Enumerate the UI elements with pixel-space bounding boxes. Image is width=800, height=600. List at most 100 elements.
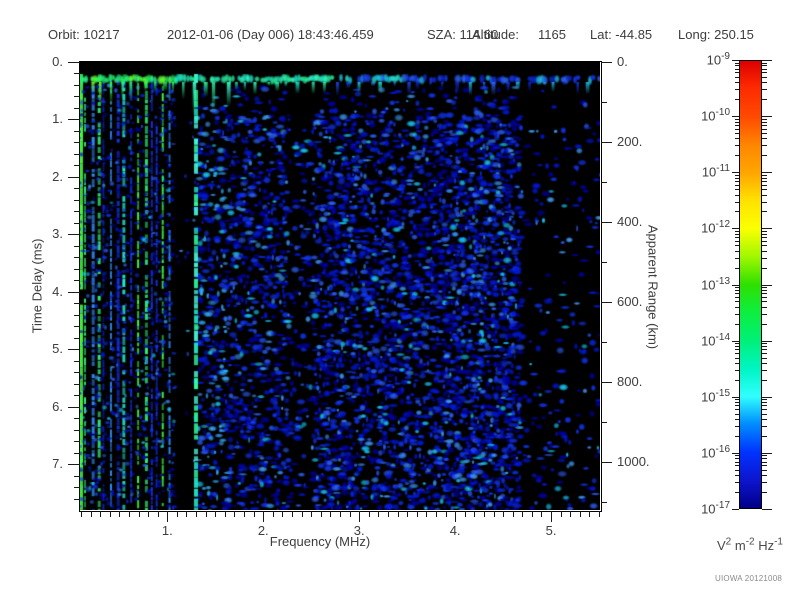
cbar-minor-tick-right (762, 201, 767, 203)
x-minor-tick (445, 511, 447, 517)
cbar-minor-tick-right (762, 68, 767, 70)
cbar-minor-tick-right (762, 121, 767, 123)
x-minor-tick (503, 511, 505, 517)
y-left-major-tick (68, 464, 80, 466)
header-sza: SZA: 114.60 (427, 27, 499, 42)
x-minor-tick (244, 511, 246, 517)
x-minor-tick (205, 511, 207, 517)
cbar-major-tick-left (732, 172, 739, 174)
x-minor-tick (378, 511, 380, 517)
y-left-major-tick (68, 406, 80, 408)
cbar-minor-tick-right (762, 230, 767, 232)
cbar-minor-tick-right (762, 82, 767, 84)
cbar-major-tick-right (762, 284, 772, 286)
cbar-minor-tick-right (762, 180, 767, 182)
x-minor-tick (80, 511, 82, 517)
tick-label: 5. (52, 341, 63, 357)
x-minor-tick (512, 511, 514, 517)
x-minor-tick (196, 511, 198, 517)
cbar-minor-tick-right (762, 237, 767, 239)
cbar-minor-tick-right (762, 323, 767, 325)
tick-label: 400. (617, 213, 643, 229)
cbar-minor-tick-right (762, 419, 767, 421)
x-minor-tick (493, 511, 495, 517)
y-left-major-tick (68, 119, 80, 121)
x-minor-tick (416, 511, 418, 517)
x-minor-tick (349, 511, 351, 517)
y-right-major-tick (601, 382, 612, 383)
cbar-minor-tick-right (762, 482, 767, 484)
cbar-minor-tick-right (762, 65, 767, 67)
tick-label: 1. (161, 523, 173, 538)
cbar-major-tick-right (762, 116, 772, 118)
x-minor-tick (340, 511, 341, 517)
header-datetime: 2012-01-06 (Day 006) 18:43:46.459 (167, 27, 374, 42)
cbar-minor-tick-right (762, 257, 767, 259)
cbar-minor-tick-right (762, 458, 767, 460)
cbar-major-tick-right (762, 396, 772, 398)
x-minor-tick (320, 511, 322, 517)
tick-label: 600. (617, 293, 643, 309)
x-minor-tick (474, 511, 476, 517)
x-minor-tick (522, 511, 524, 517)
header-lat: Lat: -44.85 (590, 27, 653, 42)
cbar-major-tick-left (732, 509, 739, 510)
cbar-major-tick-right (762, 60, 772, 61)
cbar-major-tick-left (732, 228, 739, 230)
cbar-major-tick-left (732, 60, 739, 61)
x-major-tick (359, 511, 361, 522)
cbar-minor-tick-right (762, 233, 767, 235)
y-right-minor-tick (601, 182, 607, 183)
x-major-tick (167, 511, 169, 522)
header-altitude-label: Altitude: (472, 27, 519, 42)
cbar-minor-tick-right (762, 62, 767, 64)
y-right-minor-tick (601, 262, 607, 263)
cbar-minor-tick-right (762, 353, 767, 355)
x-minor-tick (426, 511, 428, 517)
cbar-minor-tick-right (762, 184, 767, 186)
x-minor-tick (282, 511, 284, 517)
y-left-major-tick (68, 62, 80, 63)
x-minor-tick (541, 511, 543, 517)
cbar-minor-tick-right (762, 399, 767, 401)
ionogram-heatmap-canvas (80, 62, 600, 510)
colorbar-tick-label: 10-14 (701, 331, 730, 349)
x-minor-tick (128, 511, 130, 517)
tick-label: 2. (52, 168, 63, 184)
colorbar-tick-label: 10-16 (701, 444, 730, 461)
cbar-minor-tick-right (762, 99, 767, 101)
x-minor-tick (483, 511, 485, 517)
y-right-major-tick (601, 142, 612, 143)
cbar-major-tick-right (762, 452, 772, 454)
x-minor-tick (599, 511, 601, 517)
cbar-minor-tick-right (762, 346, 767, 348)
colorbar-units: V2 m-2 Hz-1 (717, 536, 783, 553)
cbar-minor-tick-right (762, 369, 767, 371)
tick-label: 1000. (617, 453, 650, 469)
credit-text: UIOWA 20121008 (715, 574, 782, 583)
x-minor-tick (157, 511, 159, 517)
cbar-minor-tick-right (762, 118, 767, 120)
x-minor-tick (138, 511, 140, 517)
x-minor-tick (253, 511, 255, 517)
tick-label: 2. (257, 523, 269, 538)
cbar-minor-tick-right (762, 240, 767, 242)
cbar-minor-tick-right (762, 492, 767, 494)
cbar-minor-tick-right (762, 211, 767, 213)
cbar-minor-tick-right (762, 301, 767, 303)
colorbar-tick-label: 10-12 (701, 219, 730, 236)
cbar-minor-tick-right (762, 194, 767, 196)
x-minor-tick (407, 511, 409, 517)
colorbar-tick-label: 10-9 (706, 51, 730, 68)
cbar-minor-tick-right (762, 357, 767, 359)
colorbar-tick-label: 10-10 (701, 107, 730, 124)
cbar-minor-tick-right (762, 455, 767, 457)
x-minor-tick (560, 511, 562, 517)
cbar-minor-tick-right (762, 293, 767, 295)
x-minor-tick (292, 511, 294, 517)
cbar-major-tick-left (732, 340, 739, 342)
x-minor-tick (234, 511, 236, 517)
x-minor-tick (368, 511, 370, 517)
x-minor-tick (579, 511, 581, 517)
